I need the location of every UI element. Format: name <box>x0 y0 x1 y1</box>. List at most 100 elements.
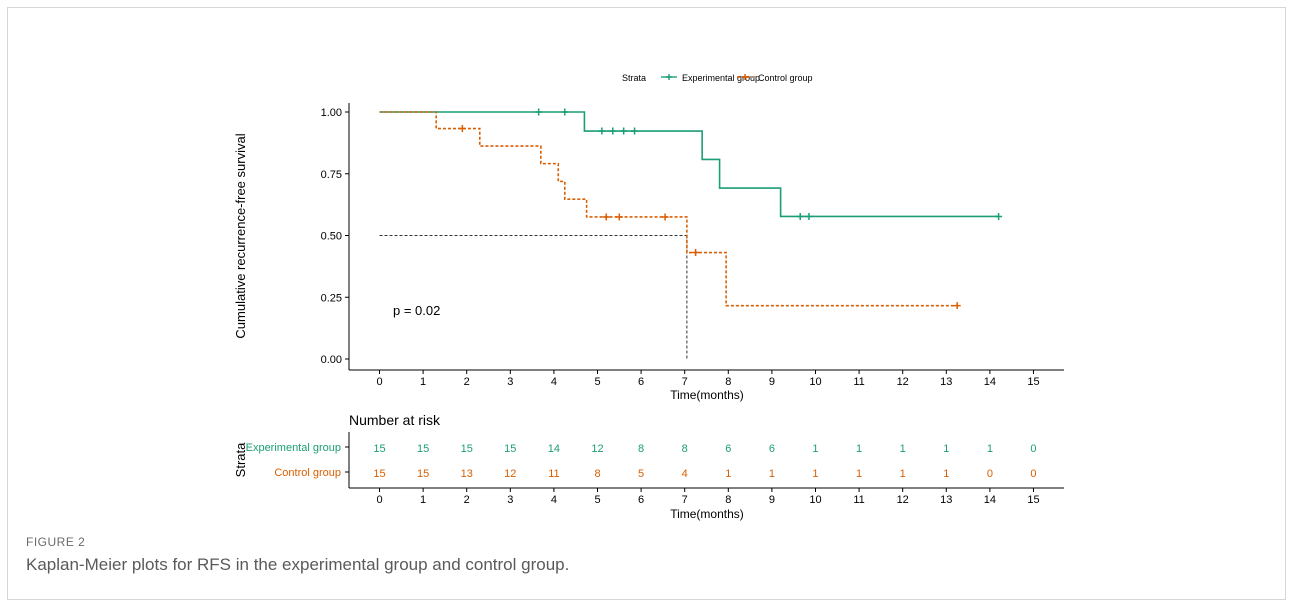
risk-count-control: 5 <box>638 468 644 480</box>
x-tick-label: 15 <box>1027 376 1039 388</box>
risk-count-experimental: 8 <box>638 443 644 455</box>
risk-count-experimental: 15 <box>417 443 429 455</box>
risk-x-tick-label: 14 <box>984 494 996 506</box>
risk-row-axis-title: Strata <box>233 442 248 477</box>
risk-count-control: 1 <box>812 468 818 480</box>
x-tick-label: 12 <box>897 376 909 388</box>
censor-mark-experimental <box>631 127 639 135</box>
x-tick-label: 8 <box>725 376 731 388</box>
censor-mark-experimental <box>995 212 1003 220</box>
risk-count-control: 1 <box>856 468 862 480</box>
legend-title: Strata <box>622 73 646 83</box>
censor-mark-experimental <box>805 212 813 220</box>
censor-mark-control <box>458 125 466 133</box>
risk-count-control: 1 <box>943 468 949 480</box>
risk-x-tick-label: 1 <box>420 494 426 506</box>
censor-mark-control <box>692 249 700 257</box>
risk-x-tick-label: 10 <box>809 494 821 506</box>
risk-count-experimental: 14 <box>548 443 560 455</box>
censor-mark-experimental <box>609 127 617 135</box>
risk-x-tick-label: 13 <box>940 494 952 506</box>
censor-mark-control <box>602 213 610 221</box>
x-tick-label: 10 <box>809 376 821 388</box>
y-tick-label: 0.00 <box>321 354 342 366</box>
legend-marker-control <box>742 74 748 80</box>
censor-mark-experimental <box>620 127 628 135</box>
risk-count-control: 11 <box>548 468 559 480</box>
x-tick-label: 11 <box>853 376 864 388</box>
risk-x-tick-label: 3 <box>507 494 513 506</box>
risk-x-tick-label: 0 <box>376 494 382 506</box>
figure-label: FIGURE 2 <box>26 535 86 549</box>
x-tick-label: 13 <box>940 376 952 388</box>
risk-count-control: 4 <box>682 468 688 480</box>
risk-count-control: 1 <box>900 468 906 480</box>
risk-count-experimental: 1 <box>900 443 906 455</box>
risk-x-tick-label: 12 <box>897 494 909 506</box>
y-axis-title: Cumulative recurrence-free survival <box>233 133 248 338</box>
risk-count-experimental: 1 <box>987 443 993 455</box>
risk-count-experimental: 15 <box>373 443 385 455</box>
legend-marker-experimental <box>666 74 672 80</box>
risk-count-experimental: 1 <box>812 443 818 455</box>
risk-count-control: 13 <box>461 468 473 480</box>
risk-x-tick-label: 7 <box>682 494 688 506</box>
x-tick-label: 2 <box>464 376 470 388</box>
x-tick-label: 9 <box>769 376 775 388</box>
survival-curve-control <box>379 111 958 307</box>
censor-mark-experimental <box>535 108 543 116</box>
p-value-annotation: p = 0.02 <box>393 303 440 318</box>
y-tick-label: 0.50 <box>321 231 342 243</box>
x-tick-label: 4 <box>551 376 557 388</box>
y-tick-label: 0.25 <box>321 292 342 304</box>
risk-row-label-experimental: Experimental group <box>246 442 341 454</box>
risk-x-tick-label: 9 <box>769 494 775 506</box>
risk-table-title: Number at risk <box>349 412 441 428</box>
figure-caption: Kaplan-Meier plots for RFS in the experi… <box>26 555 570 574</box>
risk-count-experimental: 15 <box>504 443 516 455</box>
risk-count-experimental: 12 <box>591 443 603 455</box>
y-tick-label: 1.00 <box>321 107 342 119</box>
risk-x-tick-label: 15 <box>1027 494 1039 506</box>
censor-mark-experimental <box>561 108 569 116</box>
survival-curve-experimental <box>379 111 999 218</box>
y-tick-label: 0.75 <box>321 169 342 181</box>
figure-frame <box>7 7 1286 600</box>
censor-mark-control <box>953 302 961 310</box>
risk-count-experimental: 1 <box>856 443 862 455</box>
censor-mark-control <box>615 213 623 221</box>
risk-count-control: 8 <box>594 468 600 480</box>
x-axis-title: Time(months) <box>670 388 744 402</box>
legend-entry-experimental: Experimental group <box>682 73 760 83</box>
x-tick-label: 7 <box>682 376 688 388</box>
x-tick-label: 14 <box>984 376 996 388</box>
risk-x-tick-label: 8 <box>725 494 731 506</box>
censor-mark-experimental <box>598 127 606 135</box>
censor-mark-experimental <box>796 212 804 220</box>
risk-x-tick-label: 11 <box>853 494 864 506</box>
risk-count-control: 0 <box>987 468 993 480</box>
x-tick-label: 1 <box>420 376 426 388</box>
risk-x-tick-label: 2 <box>464 494 470 506</box>
risk-count-control: 1 <box>769 468 775 480</box>
x-tick-label: 0 <box>376 376 382 388</box>
risk-x-tick-label: 4 <box>551 494 557 506</box>
censor-mark-control <box>661 213 669 221</box>
x-tick-label: 6 <box>638 376 644 388</box>
x-tick-label: 3 <box>507 376 513 388</box>
risk-count-experimental: 15 <box>461 443 473 455</box>
risk-row-label-control: Control group <box>274 467 341 479</box>
risk-x-tick-label: 6 <box>638 494 644 506</box>
risk-x-axis-title: Time(months) <box>670 507 744 521</box>
risk-count-experimental: 0 <box>1030 443 1036 455</box>
risk-count-control: 1 <box>725 468 731 480</box>
risk-x-tick-label: 5 <box>594 494 600 506</box>
risk-count-control: 15 <box>373 468 385 480</box>
risk-count-experimental: 6 <box>725 443 731 455</box>
risk-count-control: 12 <box>504 468 516 480</box>
x-tick-label: 5 <box>594 376 600 388</box>
legend-entry-control: Control group <box>758 73 813 83</box>
risk-count-experimental: 8 <box>682 443 688 455</box>
risk-count-control: 15 <box>417 468 429 480</box>
